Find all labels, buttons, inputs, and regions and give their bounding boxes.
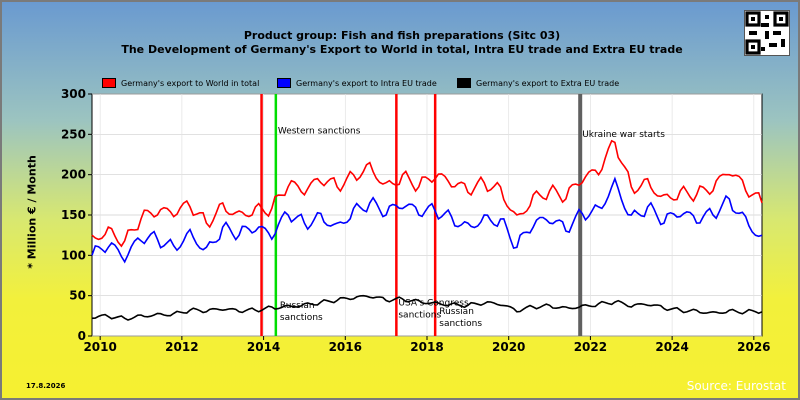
annotation-label: sanctions <box>439 319 482 329</box>
y-tick-label: 250 <box>61 127 86 141</box>
x-tick-label: 2018 <box>410 340 443 354</box>
legend-item-world: Germany's export to World in total <box>102 78 259 88</box>
y-tick-label: 50 <box>69 289 86 303</box>
y-tick-label: 100 <box>61 248 86 262</box>
x-tick-label: 2014 <box>247 340 280 354</box>
qr-code-icon[interactable] <box>744 10 790 56</box>
legend-swatch-world <box>102 78 116 88</box>
series-line <box>91 294 763 321</box>
legend-item-extra: Germany's export to Extra EU trade <box>457 78 619 88</box>
event-marker-label: Ukraine war starts <box>582 130 665 140</box>
legend-swatch-extra <box>457 78 471 88</box>
event-marker-label: sanctions <box>398 310 441 320</box>
y-tick-label: 300 <box>61 87 86 101</box>
event-marker-label: Western sanctions <box>278 127 361 137</box>
annotation-label: Russian <box>280 301 315 311</box>
x-tick-label: 2022 <box>574 340 607 354</box>
legend-item-intra: Germany's export to Intra EU trade <box>277 78 437 88</box>
legend-label-extra: Germany's export to Extra EU trade <box>476 78 620 88</box>
legend-label-world: Germany's export to World in total <box>121 78 260 88</box>
x-tick-label: 2016 <box>329 340 362 354</box>
chart-legend: Germany's export to World in total Germa… <box>2 78 798 92</box>
x-tick-label: 2024 <box>655 340 688 354</box>
annotation-label: Russian <box>439 307 474 317</box>
date-stamp: 17.8.2026 <box>26 382 66 390</box>
y-tick-label: 0 <box>78 329 86 343</box>
y-tick-label: 150 <box>61 208 86 222</box>
chart-subtitle: The Development of Germany's Export to W… <box>121 43 683 56</box>
annotation-label: sanctions <box>280 313 323 323</box>
x-tick-label: 2010 <box>83 340 116 354</box>
series-line <box>91 139 763 248</box>
source-label: Source: Eurostat <box>686 379 786 393</box>
chart-title: Product group: Fish and fish preparation… <box>243 29 561 42</box>
x-tick-label: 2012 <box>165 340 198 354</box>
legend-label-intra: Germany's export to Intra EU trade <box>296 78 437 88</box>
event-marker-label: USA's Congress <box>398 298 469 308</box>
y-tick-label: 200 <box>61 168 86 182</box>
x-tick-label: 2020 <box>492 340 525 354</box>
legend-swatch-intra <box>277 78 291 88</box>
series-line <box>91 176 763 264</box>
x-tick-label: 2026 <box>737 340 770 354</box>
